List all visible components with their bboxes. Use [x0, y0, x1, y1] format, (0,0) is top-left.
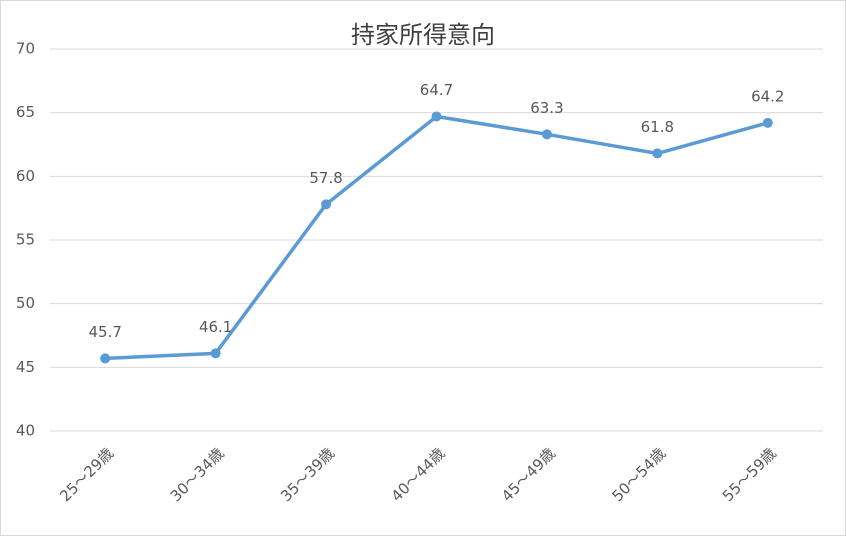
y-tick-label: 45	[16, 358, 35, 376]
data-label: 45.7	[89, 323, 122, 341]
y-tick-label: 60	[16, 167, 35, 185]
y-tick-label: 50	[16, 294, 35, 312]
data-point	[431, 111, 442, 122]
data-point	[652, 148, 663, 159]
data-point	[541, 129, 552, 140]
y-tick-label: 55	[16, 231, 35, 249]
data-label: 46.1	[199, 318, 232, 336]
data-point	[100, 353, 111, 364]
data-point	[321, 199, 332, 210]
data-label: 61.8	[641, 118, 674, 136]
y-tick-label: 70	[16, 40, 35, 58]
data-label: 57.8	[309, 169, 342, 187]
data-point	[762, 117, 773, 128]
y-tick-label: 65	[16, 103, 35, 121]
y-tick-label: 40	[16, 422, 35, 440]
data-point	[210, 348, 221, 359]
data-label: 64.7	[420, 81, 453, 99]
data-label: 64.2	[751, 87, 784, 105]
chart-title: 持家所得意向	[351, 21, 495, 49]
data-label: 63.3	[530, 99, 563, 117]
